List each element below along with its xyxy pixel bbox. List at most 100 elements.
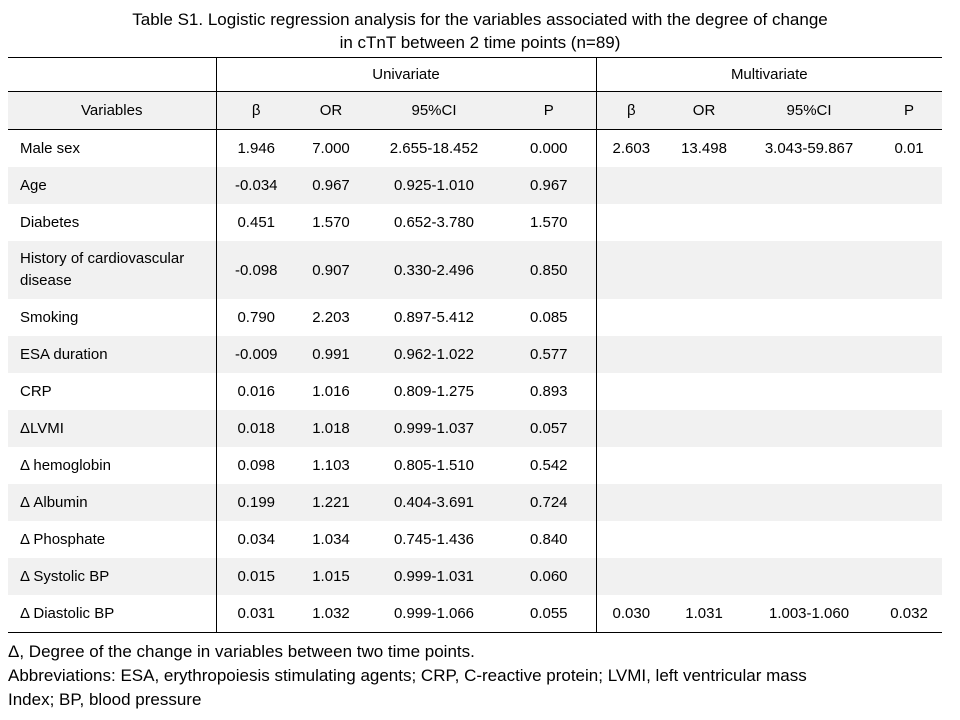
cell-m-beta: 0.030 — [596, 595, 667, 633]
variable-label: Diabetes — [8, 204, 217, 241]
footnote-abbreviations-1: Abbreviations: ESA, erythropoiesis stimu… — [8, 666, 807, 685]
cell-m-p — [876, 484, 943, 521]
column-header-row: Variables β OR 95%CI P β OR 95%CI P — [8, 91, 943, 130]
cell-u-beta: 0.034 — [237, 531, 276, 548]
table-row: Age -0.034 0.967 0.925-1.010 0.967 — [8, 167, 943, 204]
cell-u-ci: 0.897-5.412 — [393, 309, 475, 326]
cell-u-or: 0.907 — [296, 241, 366, 299]
group-header-row: Univariate Multivariate — [8, 57, 943, 92]
cell-m-or: 1.031 — [666, 595, 743, 633]
variable-label: Δ Diastolic BP — [8, 595, 217, 633]
cell-u-p: 0.000 — [502, 129, 597, 167]
variable-label: Age — [8, 167, 217, 204]
cell-m-beta — [596, 336, 667, 373]
cell-u-p: 0.967 — [502, 167, 597, 204]
cell-u-or: 1.221 — [296, 484, 366, 521]
variable-label: Δ hemoglobin — [8, 447, 217, 484]
cell-m-or — [666, 336, 743, 373]
cell-u-p: 0.060 — [502, 558, 597, 595]
cell-u-p: 0.542 — [502, 447, 597, 484]
cell-m-ci: 3.043-59.867 — [764, 140, 854, 157]
cell-m-ci — [742, 373, 876, 410]
cell-u-ci: 0.404-3.691 — [366, 484, 502, 521]
cell-m-beta — [596, 484, 667, 521]
cell-m-ci — [742, 167, 877, 204]
cell-m-or — [666, 521, 742, 558]
cell-m-p — [876, 204, 942, 241]
cell-u-beta: -0.009 — [216, 336, 296, 373]
cell-m-beta — [596, 204, 666, 241]
cell-u-or: 1.032 — [296, 595, 366, 633]
cell-u-beta: 0.016 — [237, 383, 276, 400]
table-title-line-1: Table S1. Logistic regression analysis f… — [132, 10, 828, 29]
column-header-m-or: OR — [666, 91, 743, 130]
cell-m-or — [666, 204, 742, 241]
cell-m-or — [666, 241, 743, 299]
cell-u-beta: 0.031 — [216, 595, 296, 633]
variable-label: CRP — [8, 373, 217, 410]
cell-u-p: 0.850 — [502, 241, 597, 299]
cell-m-p — [876, 410, 943, 447]
cell-u-or: 1.015 — [296, 558, 366, 595]
cell-u-ci: 0.809-1.275 — [393, 383, 475, 400]
cell-u-or: 0.991 — [296, 336, 366, 373]
table-row: History of cardiovascular disease -0.098 0… — [8, 241, 943, 299]
cell-u-beta: 0.199 — [216, 484, 296, 521]
cell-m-or — [666, 410, 743, 447]
variable-label: Male sex — [8, 129, 217, 167]
cell-u-or: 1.016 — [312, 383, 350, 400]
cell-m-beta — [596, 521, 666, 558]
cell-m-beta: 2.603 — [612, 140, 651, 157]
cell-u-ci: 0.745-1.436 — [393, 531, 475, 548]
cell-m-beta — [596, 299, 666, 336]
cell-u-ci: 0.805-1.510 — [393, 457, 475, 474]
table-row: Δ Albumin 0.199 1.221 0.404-3.691 0.724 — [8, 484, 943, 521]
table-row: Male sex 1.946 7.000 2.655-18.452 0.000 2.603… — [8, 129, 942, 167]
table-row: ESA duration -0.009 0.991 0.962-1.022 0.577 — [8, 336, 943, 373]
cell-m-ci — [742, 484, 877, 521]
regression-table: Univariate Multivariate Variables β OR 9… — [8, 57, 943, 633]
table-row: Diabetes 0.451 1.570 0.652-3.780 1.570 — [8, 204, 942, 241]
table-row: Δ Diastolic BP 0.031 1.032 0.999-1.066 0.055… — [8, 595, 943, 633]
variable-label: ESA duration — [8, 336, 217, 373]
cell-m-p: 0.01 — [894, 140, 924, 157]
cell-m-or — [666, 447, 742, 484]
cell-m-p — [876, 336, 943, 373]
variable-label: ΔLVMI — [8, 410, 217, 447]
cell-u-beta: 0.098 — [237, 457, 276, 474]
table-footnote: Δ, Degree of the change in variables bet… — [8, 640, 948, 712]
cell-m-or: 13.498 — [681, 140, 727, 157]
cell-m-ci: 1.003-1.060 — [742, 595, 877, 633]
cell-u-beta: 0.451 — [237, 214, 276, 231]
group-header-univariate: Univariate — [216, 57, 597, 92]
table-row: Smoking 0.790 2.203 0.897-5.412 0.085 — [8, 299, 942, 336]
cell-m-ci — [742, 336, 877, 373]
cell-u-p: 0.085 — [502, 299, 597, 336]
column-header-u-or: OR — [296, 91, 366, 130]
table-row: ΔLVMI 0.018 1.018 0.999-1.037 0.057 — [8, 410, 943, 447]
cell-u-or: 1.103 — [312, 457, 350, 474]
cell-u-ci: 0.652-3.780 — [393, 214, 475, 231]
cell-u-ci: 0.999-1.031 — [366, 558, 502, 595]
cell-m-p — [876, 241, 943, 299]
table-row: Δ hemoglobin 0.098 1.103 0.805-1.510 0.542 — [8, 447, 942, 484]
cell-m-or — [666, 373, 742, 410]
cell-m-ci — [742, 299, 876, 336]
column-header-u-ci: 95%CI — [366, 91, 502, 130]
cell-u-beta: -0.034 — [216, 167, 296, 204]
cell-u-or: 1.034 — [312, 531, 350, 548]
cell-m-beta — [596, 410, 667, 447]
variable-label: Δ Phosphate — [8, 521, 217, 558]
table-title-line-2: in cTnT between 2 time points (n=89) — [339, 33, 621, 52]
cell-m-ci — [742, 558, 877, 595]
table-title: Table S1. Logistic regression analysis f… — [0, 8, 960, 54]
cell-u-or: 1.570 — [312, 214, 350, 231]
column-header-variables: Variables — [8, 91, 217, 130]
cell-u-ci: 2.655-18.452 — [389, 140, 479, 157]
cell-u-ci: 0.962-1.022 — [366, 336, 502, 373]
table-row: Δ Phosphate 0.034 1.034 0.745-1.436 0.840 — [8, 521, 942, 558]
cell-m-or — [666, 558, 743, 595]
table-row: CRP 0.016 1.016 0.809-1.275 0.893 — [8, 373, 942, 410]
cell-m-beta — [596, 558, 667, 595]
